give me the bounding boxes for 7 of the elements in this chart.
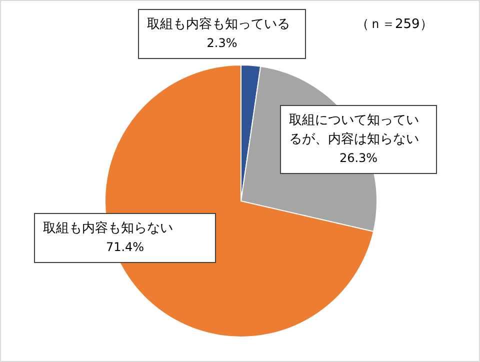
slice-label: 取組について知っているが、内容は知らない (289, 112, 420, 149)
data-label: 71.4% (104, 238, 146, 256)
text: （ｎ＝259） (356, 16, 433, 33)
data-label: 2.3% (206, 34, 238, 52)
data-label: 26.3% (338, 150, 379, 167)
slice-label: 取組も内容も知っている (147, 16, 291, 34)
slice-label: 取組も内容も知らない (43, 220, 174, 238)
